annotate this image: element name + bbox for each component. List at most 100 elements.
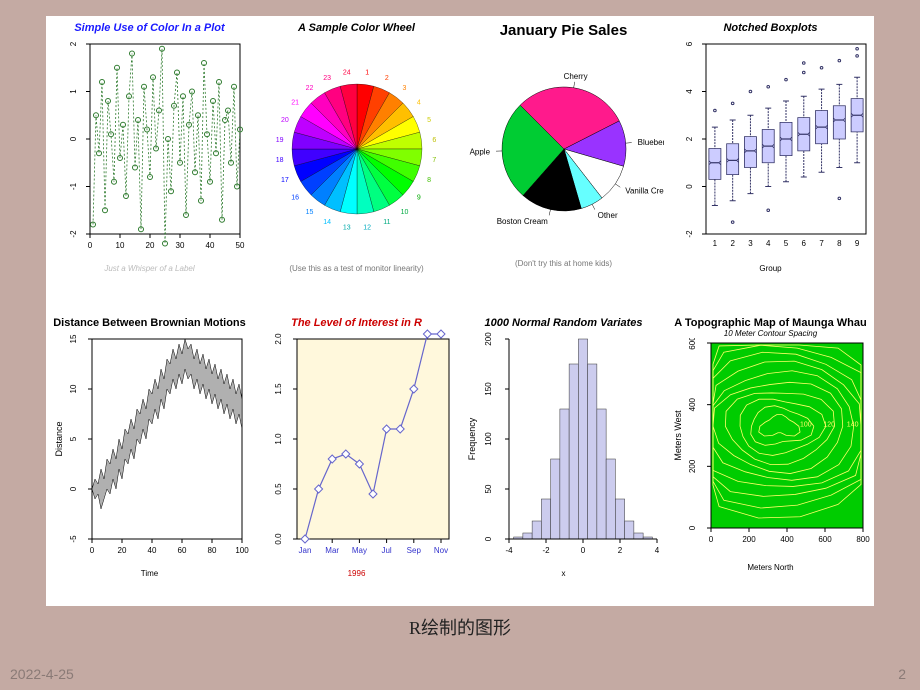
svg-text:1: 1	[365, 70, 369, 77]
chart-8-xlabel: Meters North	[667, 563, 874, 572]
svg-text:0.5: 0.5	[274, 483, 283, 495]
svg-text:13: 13	[342, 224, 350, 231]
svg-text:40: 40	[205, 241, 214, 250]
svg-text:30: 30	[175, 241, 184, 250]
svg-text:Nov: Nov	[433, 546, 447, 555]
svg-text:Other: Other	[597, 211, 617, 220]
svg-text:18: 18	[275, 157, 283, 164]
svg-text:2.0: 2.0	[274, 333, 283, 345]
svg-text:4: 4	[416, 100, 420, 107]
svg-text:0: 0	[688, 525, 697, 530]
svg-text:200: 200	[742, 535, 756, 544]
svg-text:200: 200	[484, 332, 493, 346]
svg-text:1.0: 1.0	[274, 433, 283, 445]
svg-text:Jan: Jan	[298, 546, 311, 555]
svg-text:5: 5	[783, 239, 788, 248]
svg-text:8: 8	[427, 177, 431, 184]
svg-text:1: 1	[712, 239, 717, 248]
svg-text:0: 0	[87, 241, 92, 250]
svg-text:7: 7	[819, 239, 824, 248]
svg-text:0: 0	[69, 486, 78, 491]
svg-text:2: 2	[685, 136, 694, 141]
svg-text:0: 0	[69, 136, 78, 141]
svg-text:4: 4	[685, 89, 694, 94]
svg-text:Apple: Apple	[469, 147, 490, 156]
chart-2: A Sample Color Wheel 1234567891011121314…	[253, 16, 460, 311]
svg-text:10: 10	[400, 209, 408, 216]
svg-text:6: 6	[685, 41, 694, 46]
svg-text:Frequency: Frequency	[467, 417, 477, 460]
chart-5: Distance Between Brownian Motions 020406…	[46, 311, 253, 606]
chart-2-title: A Sample Color Wheel	[253, 22, 460, 34]
svg-text:Vanilla Crea: Vanilla Crea	[625, 187, 664, 196]
chart-7-svg: -4-2024050100150200Frequency	[464, 329, 664, 569]
svg-text:Cherry: Cherry	[563, 72, 587, 81]
svg-text:200: 200	[688, 459, 697, 473]
chart-3-svg: BlueberryVanilla CreaOtherBoston CreamAp…	[464, 39, 664, 259]
svg-text:2: 2	[69, 41, 78, 46]
chart-3: January Pie Sales Blueberry Vanilla Crea O…	[460, 16, 667, 311]
svg-text:0: 0	[685, 184, 694, 189]
svg-text:22: 22	[305, 85, 313, 92]
svg-text:-2: -2	[69, 230, 78, 238]
svg-text:2: 2	[617, 546, 622, 555]
footer-date: 2022-4-25	[10, 666, 74, 682]
chart-8-title: A Topographic Map of Maunga Whau	[667, 317, 874, 329]
svg-text:400: 400	[780, 535, 794, 544]
chart-panel: Simple Use of Color In a Plot 0102030405…	[46, 16, 874, 606]
chart-8: A Topographic Map of Maunga Whau 10 Mete…	[667, 311, 874, 606]
svg-text:9: 9	[416, 194, 420, 201]
svg-text:800: 800	[856, 535, 870, 544]
svg-text:16: 16	[291, 194, 299, 201]
svg-text:-2: -2	[685, 230, 694, 238]
svg-text:80: 80	[207, 546, 216, 555]
svg-text:14: 14	[323, 219, 331, 226]
svg-text:160: 160	[870, 421, 871, 428]
chart-4-xlabel: Group	[667, 264, 874, 273]
svg-text:11: 11	[383, 219, 390, 226]
chart-7-title: 1000 Normal Random Variates	[460, 317, 667, 329]
chart-grid: Simple Use of Color In a Plot 0102030405…	[46, 16, 874, 606]
svg-text:-1: -1	[69, 182, 78, 190]
chart-4: Notched Boxplots -20246123456789 Group	[667, 16, 874, 311]
svg-text:20: 20	[117, 546, 126, 555]
svg-text:Distance: Distance	[54, 421, 64, 456]
chart-4-svg: -20246123456789	[671, 34, 871, 264]
svg-text:1.5: 1.5	[274, 383, 283, 395]
svg-text:Blueberry: Blueberry	[637, 138, 663, 147]
svg-text:19: 19	[275, 137, 283, 144]
svg-text:0: 0	[708, 535, 713, 544]
chart-2-svg: 123456789101112131415161718192021222324	[257, 34, 457, 264]
chart-4-title: Notched Boxplots	[667, 22, 874, 34]
svg-text:60: 60	[177, 546, 186, 555]
chart-6: The Level of Interest in R 0.00.51.01.52…	[253, 311, 460, 606]
svg-text:5: 5	[69, 436, 78, 441]
svg-text:600: 600	[688, 338, 697, 350]
svg-text:40: 40	[147, 546, 156, 555]
svg-text:6: 6	[432, 137, 436, 144]
svg-text:2: 2	[384, 75, 388, 82]
chart-7: 1000 Normal Random Variates -4-202405010…	[460, 311, 667, 606]
svg-text:50: 50	[484, 484, 493, 493]
chart-8-svg: 02004006008000200400600Meters West100120…	[671, 338, 871, 563]
svg-text:10: 10	[69, 384, 78, 393]
svg-text:50: 50	[235, 241, 244, 250]
svg-text:17: 17	[281, 177, 289, 184]
svg-text:0.0: 0.0	[274, 533, 283, 545]
svg-text:Meters West: Meters West	[673, 410, 683, 461]
svg-text:1: 1	[69, 89, 78, 94]
slide: Simple Use of Color In a Plot 0102030405…	[0, 0, 920, 690]
svg-text:3: 3	[748, 239, 753, 248]
slide-caption: R绘制的图形	[0, 614, 920, 640]
svg-text:100: 100	[484, 432, 493, 446]
svg-text:2: 2	[730, 239, 735, 248]
svg-text:-4: -4	[505, 546, 513, 555]
chart-1-title: Simple Use of Color In a Plot	[46, 22, 253, 34]
svg-text:-2: -2	[542, 546, 550, 555]
svg-text:7: 7	[432, 157, 436, 164]
svg-text:6: 6	[801, 239, 806, 248]
svg-text:0: 0	[484, 536, 493, 541]
svg-text:9: 9	[854, 239, 859, 248]
chart-3-title: January Pie Sales	[460, 22, 667, 39]
chart-1-svg: 01020304050-2-1012	[50, 34, 250, 264]
